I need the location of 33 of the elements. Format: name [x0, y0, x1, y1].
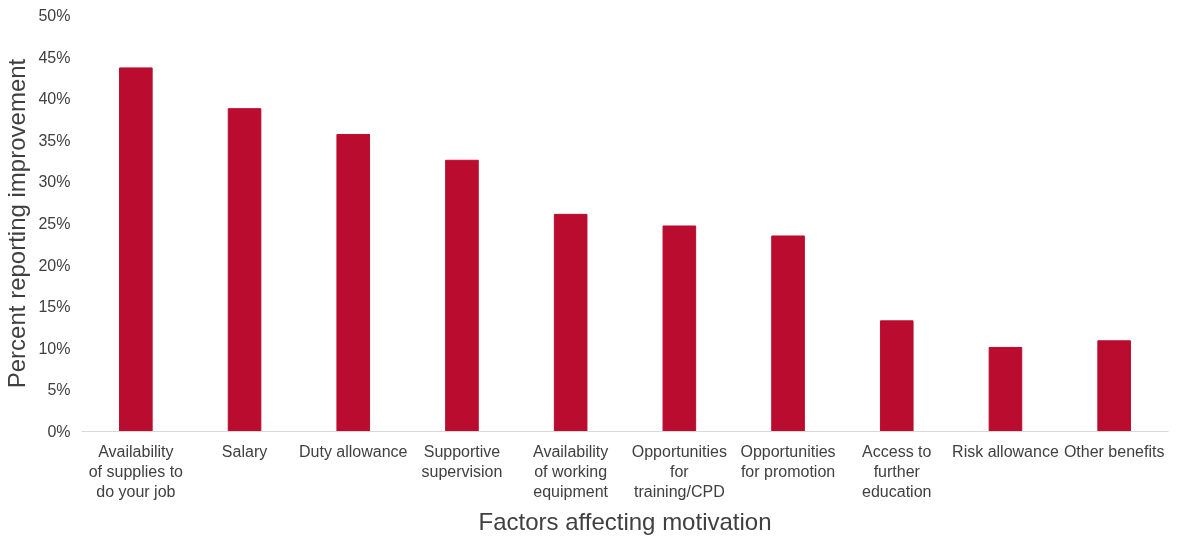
- bar: [1097, 340, 1131, 432]
- y-tick-label: 50%: [38, 7, 71, 24]
- y-tick-label: 0%: [47, 423, 71, 440]
- x-tick-label: Availability of supplies to do your job: [88, 442, 184, 501]
- x-tick-label: Duty allowance: [299, 442, 408, 460]
- y-tick-label: 10%: [38, 339, 71, 357]
- bar: [336, 133, 371, 432]
- bar: [662, 225, 697, 432]
- x-tick-label: Risk allowance: [952, 442, 1059, 460]
- x-tick-label: Opportunities for promotion: [740, 442, 836, 480]
- x-tick-label: Supportive supervision: [421, 442, 503, 480]
- bar: [771, 235, 805, 432]
- x-tick-label: Access to further education: [862, 442, 932, 501]
- y-tick-label: 35%: [38, 131, 71, 149]
- y-tick-label: 30%: [38, 173, 71, 191]
- x-axis-title: Factors affecting motivation: [478, 508, 772, 536]
- y-tick-label: 15%: [38, 298, 71, 316]
- bar: [988, 346, 1023, 432]
- bar: [119, 67, 153, 432]
- bar: [445, 159, 479, 432]
- bar: [553, 213, 588, 432]
- y-tick-label: 25%: [38, 215, 71, 232]
- y-tick-label: 45%: [38, 48, 71, 66]
- x-tick-label: Salary: [221, 442, 268, 460]
- y-tick-label: 20%: [38, 256, 71, 274]
- y-tick-label: 40%: [38, 90, 71, 108]
- y-axis-title: Percent reporting improvement: [3, 58, 31, 389]
- y-tick-label: 5%: [47, 381, 71, 399]
- x-tick-label: Other benefits: [1063, 442, 1165, 460]
- bar: [879, 320, 914, 432]
- x-tick-label: Availability of working equipment: [533, 442, 609, 501]
- bar: [227, 108, 262, 432]
- x-tick-label: Opportunities for training/CPD: [631, 442, 727, 501]
